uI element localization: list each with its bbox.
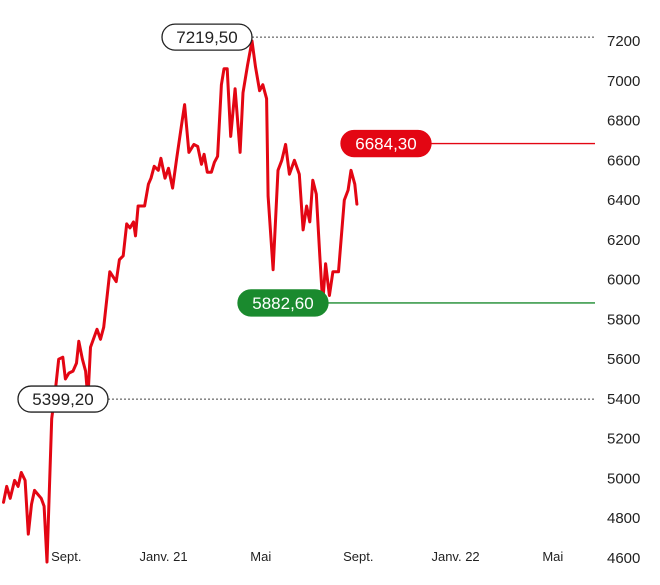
y-tick-label-6200: 6200: [607, 232, 640, 249]
annotation-layer: 7219,50 6684,30 5882,60 5399,20: [17, 23, 432, 413]
reference-lines: [108, 36, 595, 400]
value-badge-label-1: 6684,30: [355, 135, 416, 154]
value-badge-label-3: 5399,20: [32, 390, 93, 409]
value-badge-2: [237, 289, 329, 317]
y-tick-label-4800: 4800: [607, 510, 640, 527]
x-axis-ticks: Sept. Janv. 21 Mai Sept. Janv. 22 Mai: [51, 549, 563, 564]
y-tick-label-6800: 6800: [607, 113, 640, 130]
y-tick-label-7000: 7000: [607, 73, 640, 90]
x-tick-label-2: Mai: [250, 549, 271, 564]
y-tick-label-6000: 6000: [607, 272, 640, 289]
y-tick-label-5200: 5200: [607, 431, 640, 448]
y-tick-label-7200: 7200: [607, 33, 640, 50]
y-tick-label-5400: 5400: [607, 391, 640, 408]
value-badge-1: [340, 129, 432, 158]
y-tick-label-5600: 5600: [607, 351, 640, 368]
y-tick-label-4600: 4600: [607, 550, 640, 567]
x-tick-label-5: Mai: [542, 549, 563, 564]
y-tick-label-6400: 6400: [607, 192, 640, 209]
x-tick-label-1: Janv. 21: [139, 549, 187, 564]
x-tick-label-0: Sept.: [51, 549, 81, 564]
value-badge-label-2: 5882,60: [252, 294, 313, 313]
y-tick-label-6600: 6600: [607, 152, 640, 169]
value-badge-label-0: 7219,50: [176, 28, 237, 47]
y-tick-label-5800: 5800: [607, 311, 640, 328]
series-layer: [2, 39, 359, 564]
x-tick-label-3: Sept.: [343, 549, 373, 564]
value-badge-0: [161, 23, 253, 51]
x-tick-label-4: Janv. 22: [431, 549, 479, 564]
y-tick-label-5000: 5000: [607, 470, 640, 487]
y-axis-ticks: 4600 4800 5000 5200 5400 5600 5800 6000 6200 6400…: [607, 33, 640, 567]
value-badge-3: [17, 385, 109, 413]
series-line-0: [2, 39, 359, 564]
